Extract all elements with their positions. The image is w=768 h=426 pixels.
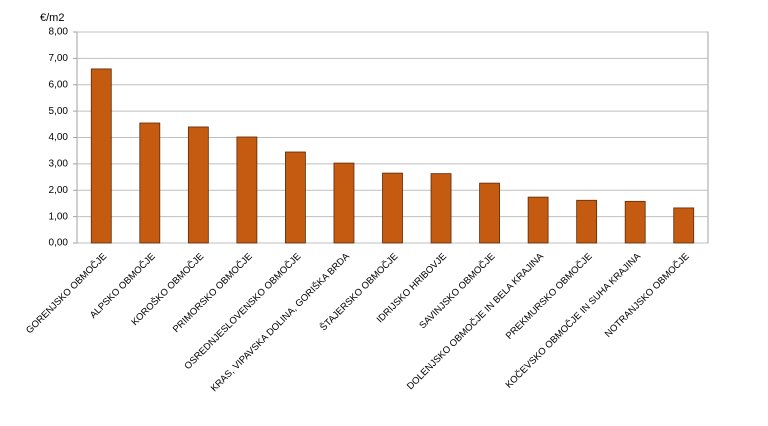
bar: [187, 126, 209, 244]
x-tick-label: PREKMURSKO OBMOČJE: [504, 251, 595, 342]
bar: [576, 199, 598, 244]
bar: [236, 136, 258, 244]
bar: [527, 196, 549, 244]
bar: [673, 207, 695, 244]
y-unit-label: €/m2: [40, 12, 64, 24]
y-tick-label: 2,00: [49, 185, 69, 196]
bar: [90, 68, 112, 244]
x-tick-label: GORENJSKO OBMOČJE: [24, 251, 109, 336]
y-tick-label: 3,00: [49, 159, 69, 170]
bar: [139, 122, 161, 244]
bar: [333, 162, 355, 244]
x-tick-label: NOTRANJSKO OBMOČJE: [603, 251, 692, 340]
y-tick-label: 5,00: [49, 106, 69, 117]
bar: [624, 200, 646, 244]
x-tick-label: PRIMORSKO OBMOČJE: [171, 251, 255, 335]
y-tick-label: 0,00: [49, 238, 69, 249]
y-tick-label: 6,00: [49, 79, 69, 90]
y-tick-label: 1,00: [49, 211, 69, 222]
bar: [285, 151, 306, 244]
y-tick-label: 7,00: [49, 53, 69, 64]
bar: [382, 172, 403, 244]
y-tick-label: 4,00: [49, 132, 69, 143]
y-tick-label: 8,00: [49, 27, 69, 38]
bar: [430, 173, 452, 244]
bar: [479, 182, 500, 244]
